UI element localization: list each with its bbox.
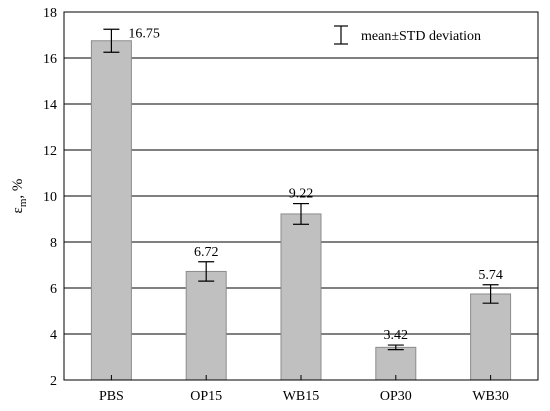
x-tick-label: PBS: [99, 389, 124, 404]
bar-op15: [185, 270, 227, 381]
y-tick-label: 2: [50, 374, 57, 389]
y-axis-title-suffix: , %: [10, 179, 26, 199]
y-tick-label: 8: [50, 236, 57, 251]
x-tick-label: OP15: [190, 389, 222, 404]
y-axis-title-subscript: m: [17, 198, 29, 207]
y-tick-label: 10: [43, 190, 57, 205]
y-axis-ticks: 2 4 6 8 10 12 14 16 18: [43, 6, 69, 389]
x-tick-label: WB30: [472, 389, 509, 404]
data-label-wb30: 5.74: [478, 268, 503, 283]
bar-wb15: [280, 213, 322, 381]
x-tick-label: WB15: [283, 389, 320, 404]
y-tick-label: 6: [50, 282, 57, 297]
bar-wb30: [470, 293, 512, 381]
data-labels: 16.75 6.72 9.22 3.42 5.74: [128, 26, 502, 343]
y-tick-label: 16: [43, 52, 57, 67]
bar-pbs: [90, 40, 132, 381]
legend: mean±STD deviation: [334, 25, 481, 45]
data-label-wb15: 9.22: [289, 187, 314, 202]
y-tick-label: 12: [43, 144, 57, 159]
y-tick-label: 18: [43, 6, 57, 21]
error-bars: [103, 28, 499, 351]
y-axis-title: εm, %: [10, 179, 29, 214]
data-label-op30: 3.42: [384, 328, 409, 343]
data-label-op15: 6.72: [194, 245, 219, 260]
x-tick-label: OP30: [380, 389, 412, 404]
y-tick-label: 4: [50, 328, 57, 343]
legend-label: mean±STD deviation: [361, 29, 481, 44]
x-axis-ticks: PBS OP15 WB15 OP30 WB30: [99, 375, 509, 404]
y-axis-title-main: ε: [10, 207, 26, 213]
data-label-pbs: 16.75: [128, 26, 160, 41]
legend-errorbar-symbol: [334, 25, 348, 45]
y-tick-label: 14: [43, 98, 57, 113]
